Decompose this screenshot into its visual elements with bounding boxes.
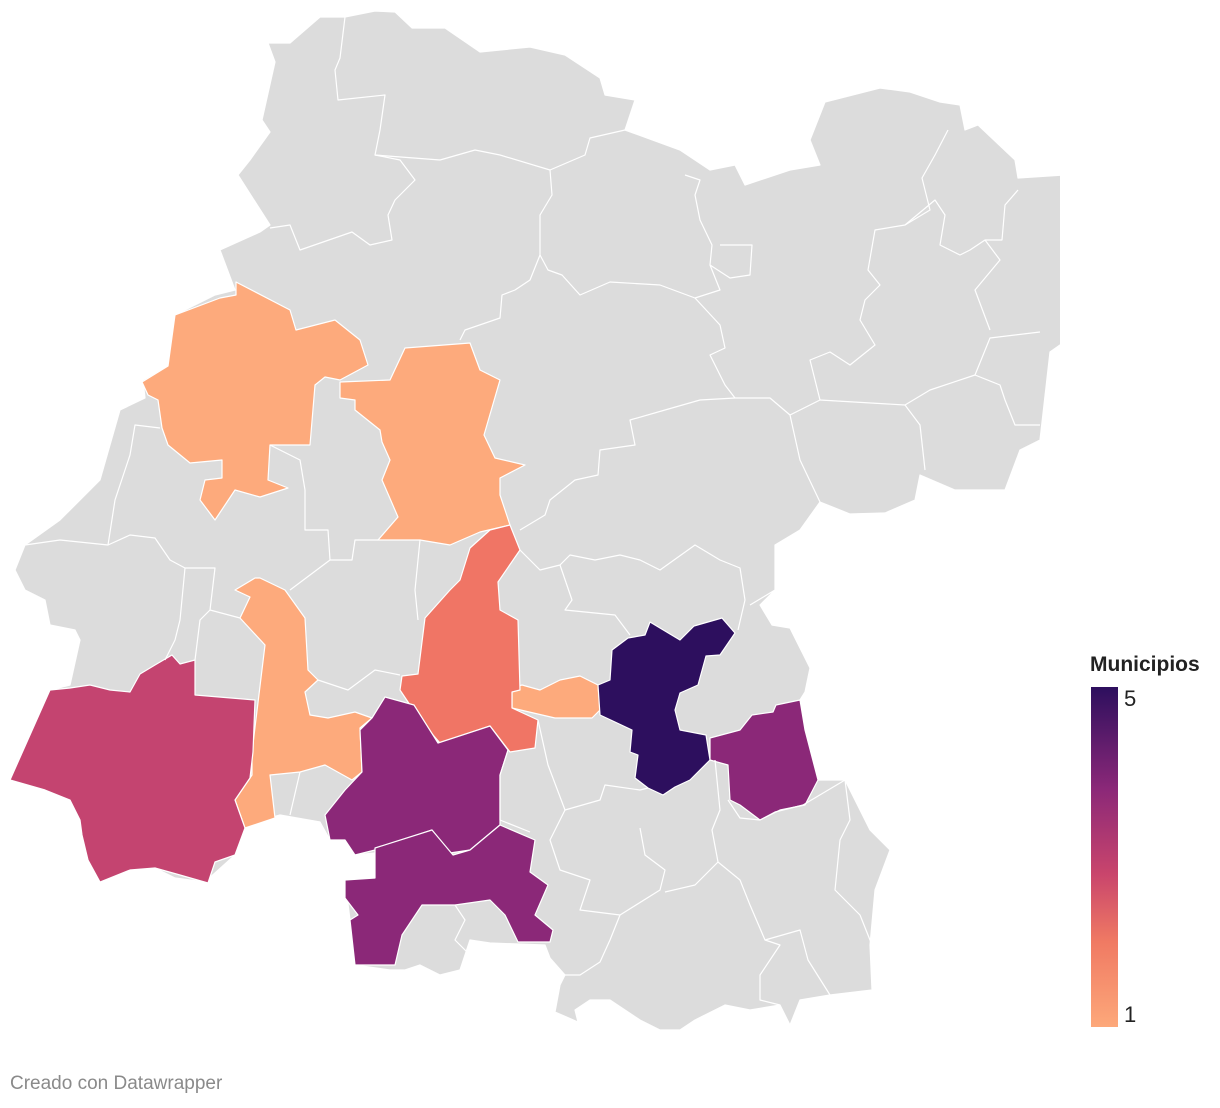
region-center-tall	[399, 524, 539, 753]
legend-color-scale	[1091, 687, 1118, 1027]
region-center-east	[597, 617, 736, 796]
region-sw-large	[9, 654, 256, 884]
legend-max-label: 5	[1124, 686, 1137, 711]
credit-text: Creado con Datawrapper	[10, 1073, 223, 1094]
municipality-borders	[24, 16, 1041, 1006]
region-nw-a	[141, 281, 369, 521]
region-w-strip	[234, 577, 373, 829]
region-s-lower	[344, 824, 554, 966]
region-e-center	[709, 699, 819, 821]
legend-title: Municipios	[1090, 653, 1200, 676]
legend-min-label: 1	[1124, 1002, 1137, 1027]
choropleth-map	[9, 10, 1060, 1031]
